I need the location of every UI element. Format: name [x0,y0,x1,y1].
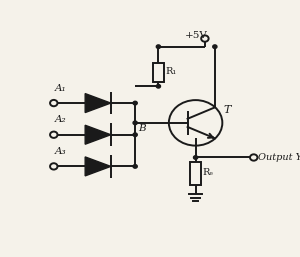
Polygon shape [85,125,111,144]
Text: A₁: A₁ [55,84,67,93]
Bar [190,162,201,185]
Text: A₂: A₂ [55,115,67,124]
Bar [153,63,164,82]
Circle shape [194,156,198,159]
Text: A₃: A₃ [55,147,67,156]
Polygon shape [85,94,111,113]
Polygon shape [85,157,111,176]
Circle shape [133,165,137,168]
Text: T: T [224,105,231,115]
Text: Rₑ: Rₑ [202,168,214,177]
Circle shape [213,45,217,49]
Circle shape [133,101,137,105]
Text: Output Y: Output Y [258,153,300,162]
Circle shape [156,45,161,49]
Circle shape [133,121,137,125]
Text: B: B [138,124,146,133]
Text: +5V: +5V [185,31,208,40]
Circle shape [133,133,137,136]
Text: R₁: R₁ [165,67,177,76]
Circle shape [156,85,161,88]
